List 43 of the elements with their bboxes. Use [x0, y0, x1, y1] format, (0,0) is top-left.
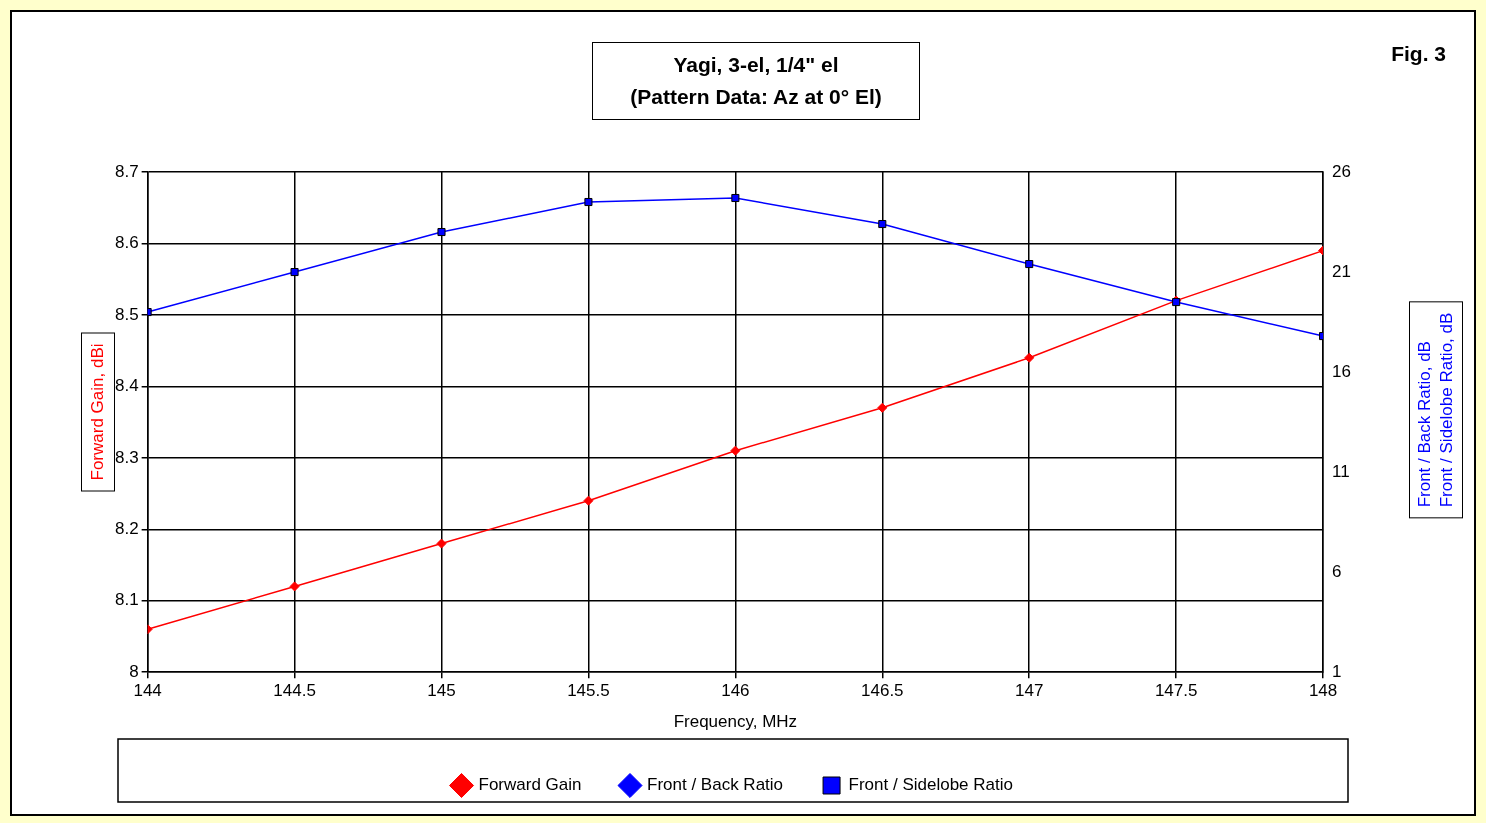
point: [731, 193, 740, 203]
point: [289, 581, 300, 592]
point: [877, 402, 888, 413]
y2-tick-label: 21: [1332, 261, 1352, 281]
legend-label: Forward Gain: [478, 775, 582, 795]
caption: Fig. 3: [1391, 42, 1446, 66]
point: [584, 197, 593, 207]
x-tick-label: 146.5: [861, 681, 904, 701]
y-tick-label: 8.3: [114, 447, 139, 467]
point: [1024, 352, 1035, 363]
y-axis-title: Forward Gain, dBi: [88, 343, 108, 481]
y-tick-label: 8.5: [114, 304, 139, 324]
y-tick-label: 8.1: [114, 590, 139, 610]
point: [1025, 260, 1034, 269]
y-tick-label: 8.6: [114, 233, 139, 253]
legend-label: Front / Sidelobe Ratio: [848, 775, 1013, 795]
x-tick-label: 145.5: [567, 681, 610, 701]
x-axis-title: Frequency, MHz: [673, 712, 798, 732]
point: [730, 445, 741, 456]
y2-tick-label: 11: [1332, 461, 1350, 481]
point: [290, 268, 299, 277]
point: [436, 538, 447, 549]
y-tick-label: 8: [129, 661, 139, 681]
legend-label: Front / Back Ratio: [647, 775, 784, 795]
x-tick-label: 144: [133, 681, 162, 701]
x-tick-label: 146: [721, 681, 750, 701]
y-tick-label: 8.4: [114, 376, 139, 396]
y2-axis-title: Front / Back Ratio, dB Front / Sidelobe Ratio, dB: [1414, 312, 1457, 508]
y2-tick-label: 1: [1332, 661, 1342, 681]
x-tick-label: 148: [1308, 681, 1338, 701]
x-tick-label: 147.5: [1154, 681, 1198, 701]
y2-tick-label: 26: [1332, 161, 1352, 181]
x-tick-label: 144.5: [273, 681, 316, 701]
y2-tick-label: 16: [1332, 361, 1352, 381]
point: [583, 495, 594, 506]
y-tick-label: 8.7: [114, 161, 139, 181]
x-tick-label: 145: [427, 681, 456, 701]
chart-title: Yagi, 3-el, 1/4" el (Pattern Data: Az at 0° El): [629, 52, 883, 110]
y2-tick-label: 6: [1332, 561, 1342, 581]
point: [437, 227, 446, 237]
point: [878, 219, 887, 229]
y-tick-label: 8.2: [114, 518, 139, 538]
x-tick-label: 147: [1015, 681, 1044, 701]
